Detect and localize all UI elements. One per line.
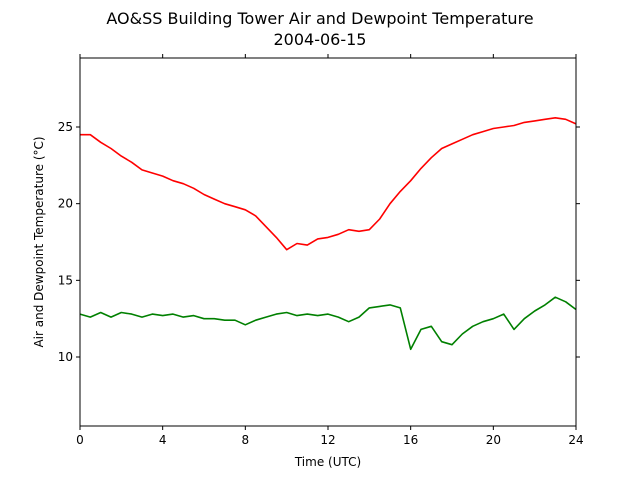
chart-title: AO&SS Building Tower Air and Dewpoint Te… [106,9,533,28]
tick-layer: 0 4 8 12 16 20 24 10 15 20 25 [58,54,584,447]
series-layer [79,117,577,351]
chart-subtitle: 2004-06-15 [274,30,367,49]
y-tick-label: 20 [58,197,73,211]
x-tick-label: 20 [486,433,501,447]
x-tick-label: 16 [403,433,418,447]
x-tick-label: 4 [159,433,167,447]
x-tick-label: 0 [76,433,84,447]
y-tick-label: 15 [58,273,73,287]
y-axis-label: Air and Dewpoint Temperature (°C) [32,136,46,347]
series-line-0 [80,117,577,251]
series-line-1 [79,296,577,351]
y-tick-label: 10 [58,350,73,364]
x-tick-label: 8 [242,433,250,447]
x-axis-label: Time (UTC) [294,455,361,469]
x-tick-label: 12 [320,433,335,447]
x-tick-label: 24 [568,433,583,447]
y-tick-label: 25 [58,120,73,134]
